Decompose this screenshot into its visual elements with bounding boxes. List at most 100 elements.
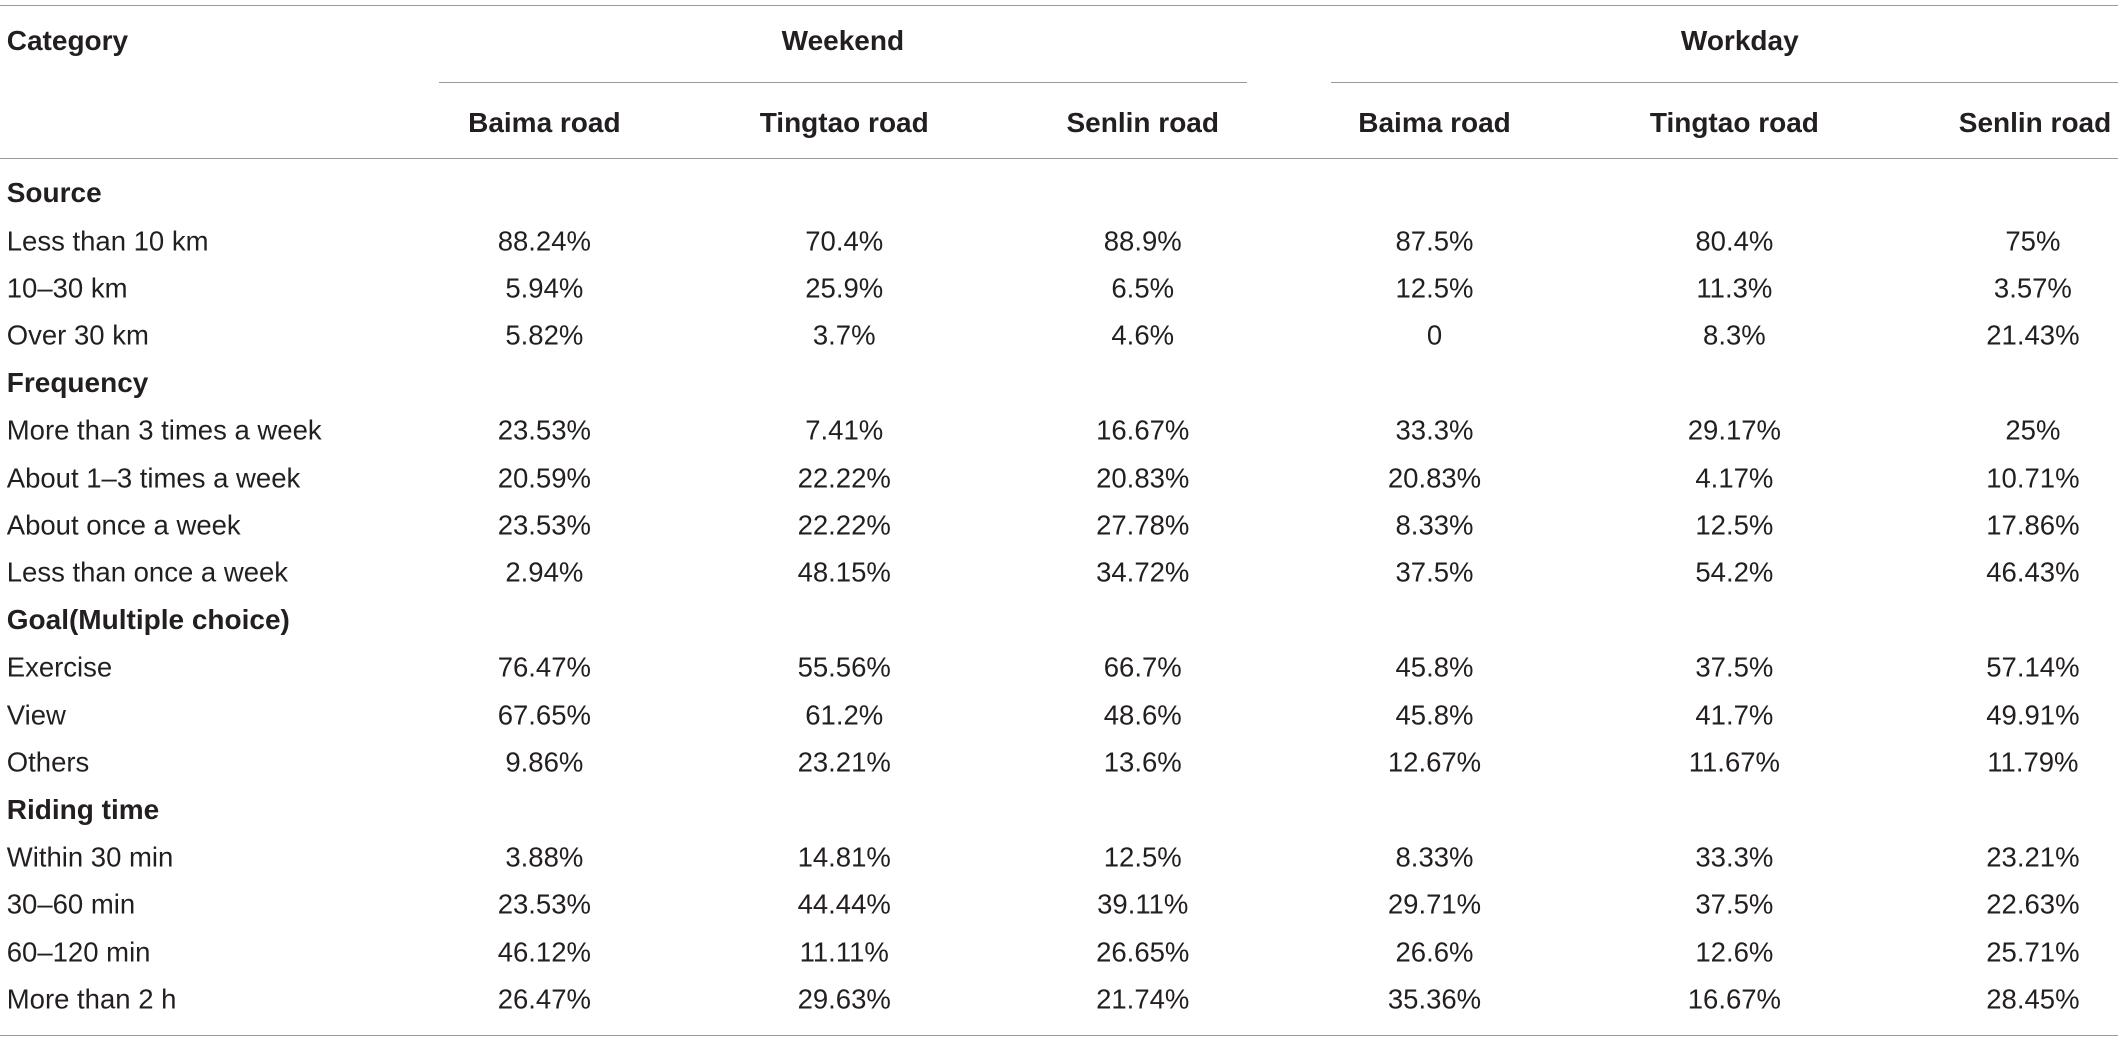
table-cell: 25.9% [805,272,884,304]
table-cell: 37.5% [1695,888,1774,920]
table-cell: 3.7% [812,319,876,351]
table-cell: 4.6% [1111,319,1175,351]
row-label: More than 3 times a week [6,414,322,446]
table-cell: 8.33% [1395,509,1474,541]
table-cell: 8.3% [1703,319,1766,351]
table-cell: 11.11% [799,935,889,967]
table-cell: 12.67% [1387,746,1482,778]
table-cell: 35.36% [1387,983,1482,1015]
table-cell: 22.22% [797,461,891,493]
table-cell: 88.24% [497,224,591,256]
table-cell: 39.11% [1097,888,1189,920]
table-cell: 22.22% [797,509,891,541]
table-cell: 23.21% [797,746,891,778]
table-cell: 26.65% [1096,935,1190,967]
section-title: Source [6,177,102,209]
table-top-rule [0,5,2118,7]
table-cell: 5.82% [505,319,584,351]
workday-group-header: Workday [1680,24,1799,56]
table-cell: 37.5% [1695,651,1774,683]
category-header: Category [6,24,129,56]
row-label: Less than 10 km [6,224,209,256]
table-cell: 0 [1426,319,1443,351]
table-cell: 17.86% [1986,509,2080,541]
table-cell: 7.41% [805,414,884,446]
table-cell: 87.5% [1395,224,1474,256]
table-cell: 20.83% [1096,461,1190,493]
table-cell: 48.15% [797,556,891,588]
row-label: Less than once a week [6,556,289,588]
row-label: 10–30 km [6,272,128,304]
row-label: About 1–3 times a week [6,461,301,493]
table-cell: 5.94% [505,272,584,304]
table-cell: 48.6% [1103,698,1182,730]
column-header-workday-baima-road: Baima road [1358,106,1511,138]
table-cell: 12.6% [1695,935,1774,967]
header-bottom-rule [0,158,2118,160]
table-cell: 3.88% [505,841,584,873]
table-cell: 75% [2005,224,2061,256]
table-cell: 25% [2005,414,2061,446]
table-cell: 25.71% [1986,935,2080,967]
table-cell: 13.6% [1103,746,1182,778]
table-cell: 23.21% [1986,841,2080,873]
table-cell: 33.3% [1395,414,1474,446]
table-cell: 4.17% [1695,461,1774,493]
table-cell: 44.44% [797,888,891,920]
row-label: Within 30 min [6,841,174,873]
row-label: View [6,698,66,730]
table-cell: 66.7% [1103,651,1182,683]
column-header-weekend-baima-road: Baima road [468,106,621,138]
table-cell: 6.5% [1111,272,1175,304]
row-label: More than 2 h [6,983,177,1015]
table-cell: 29.71% [1387,888,1482,920]
column-header-workday-senlin-road: Senlin road [1958,106,2112,138]
table-cell: 16.67% [1096,414,1190,446]
table-cell: 61.2% [805,698,884,730]
row-label: Others [6,746,90,778]
table-cell: 12.5% [1103,841,1182,873]
column-header-weekend-senlin-road: Senlin road [1066,106,1219,138]
section-title: Frequency [6,366,149,398]
table-cell: 37.5% [1395,556,1474,588]
table-cell: 46.12% [497,935,591,967]
workday-group-rule [1330,82,2118,84]
table-cell: 23.53% [497,888,591,920]
table-cell: 14.81% [797,841,891,873]
table-cell: 8.33% [1395,841,1474,873]
table-cell: 16.67% [1687,983,1782,1015]
table-cell: 21.74% [1096,983,1190,1015]
column-header-weekend-tingtao-road: Tingtao road [759,106,929,138]
table-cell: 57.14% [1986,651,2080,683]
table-cell: 11.67% [1688,746,1780,778]
table-cell: 29.63% [797,983,891,1015]
row-label: 30–60 min [6,888,136,920]
row-label: Over 30 km [6,319,149,351]
table-cell: 23.53% [497,414,591,446]
table-cell: 33.3% [1695,841,1774,873]
table-cell: 67.65% [497,698,591,730]
table-cell: 11.3% [1696,272,1773,304]
table-cell: 46.43% [1986,556,2080,588]
table-cell: 23.53% [497,509,591,541]
table-cell: 10.71% [1986,461,2080,493]
table-cell: 20.59% [497,461,591,493]
table-cell: 20.83% [1387,461,1482,493]
table-cell: 11.79% [1987,746,2079,778]
table-cell: 22.63% [1986,888,2080,920]
row-label: 60–120 min [6,935,151,967]
table-cell: 29.17% [1687,414,1782,446]
row-label: Exercise [6,651,113,683]
table-cell: 27.78% [1096,509,1190,541]
row-label: About once a week [6,509,241,541]
table-cell: 26.6% [1395,935,1474,967]
table-cell: 21.43% [1986,319,2080,351]
table-cell: 3.57% [1993,272,2072,304]
section-title: Goal(Multiple choice) [6,603,290,635]
table-cell: 76.47% [497,651,591,683]
table-cell: 88.9% [1103,224,1182,256]
table-cell: 9.86% [505,746,584,778]
weekend-group-header: Weekend [781,24,905,56]
table-cell: 12.5% [1395,272,1474,304]
